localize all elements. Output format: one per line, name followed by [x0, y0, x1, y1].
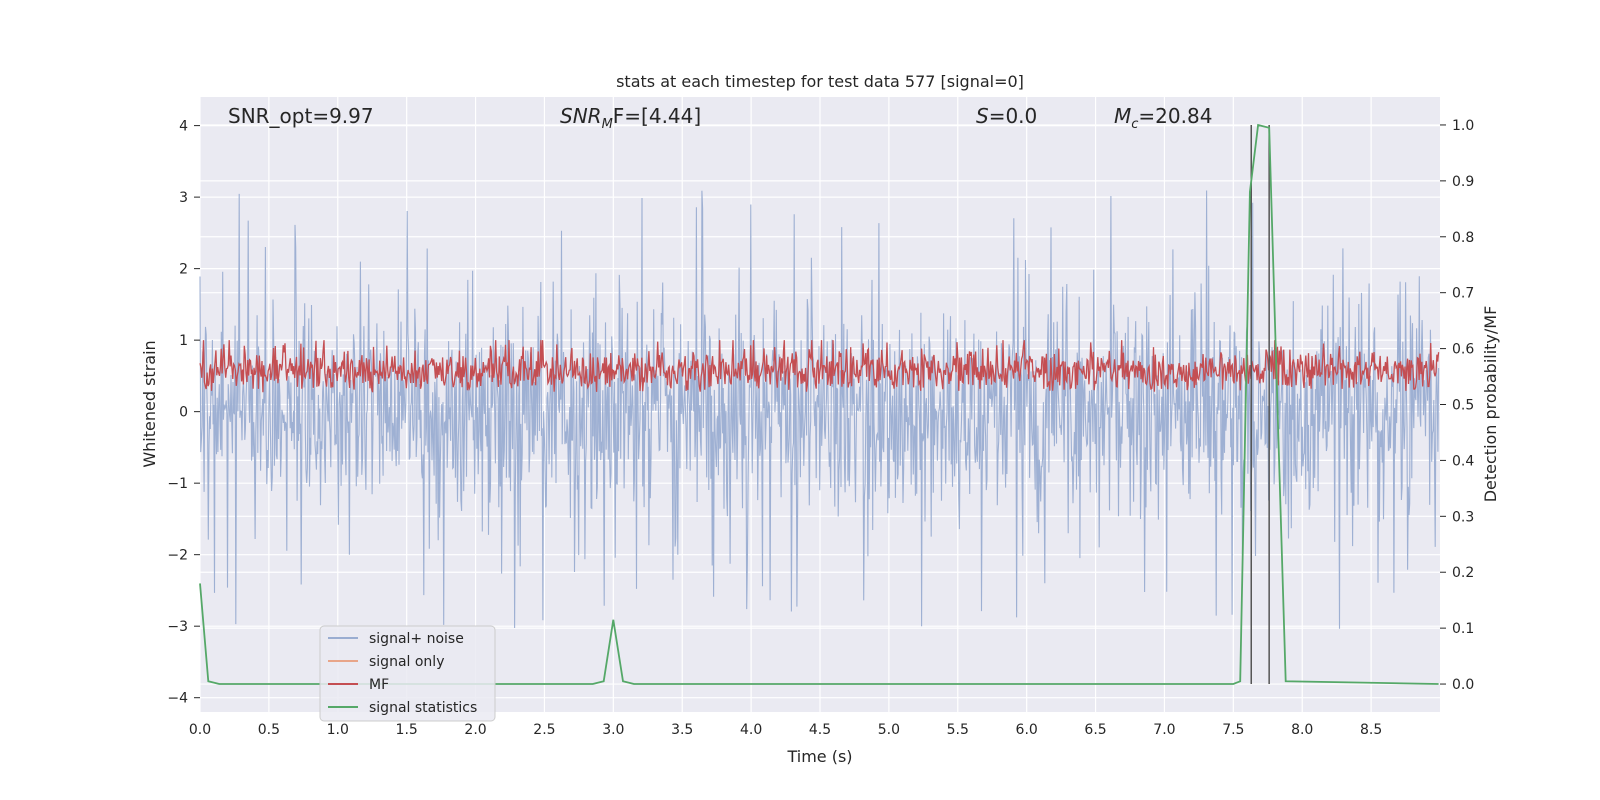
- y-right-tick-label: 1.0: [1452, 118, 1474, 134]
- x-tick-label: 2.5: [533, 722, 555, 738]
- y-tick-label: −4: [167, 691, 188, 707]
- annotation-snr-mf-rest: F=[4.44]: [613, 104, 701, 128]
- y-ticks-right: 0.0 0.1 0.2 0.3 0.4 0.5 0.6 0.7 0.8 0.9 1.0: [1440, 118, 1474, 693]
- legend: signal+ noise signal only MF signal stat…: [319, 625, 496, 722]
- y-right-tick-label: 0.9: [1452, 174, 1474, 190]
- x-ticks: 0.0 0.5 1.0 1.5 2.0 2.5 3.0 3.5 4.0 4.5 5.0 5.5 6.0 6…: [189, 722, 1382, 738]
- annotation-s-rest: =0.0: [989, 104, 1038, 128]
- x-tick-label: 5.5: [947, 722, 969, 738]
- annotation-mc-sub: c: [1131, 117, 1138, 132]
- x-tick-label: 4.5: [809, 722, 831, 738]
- signal-noise-line: [199, 190, 1440, 629]
- y-right-tick-label: 0.6: [1452, 342, 1474, 358]
- x-tick-label: 5.0: [878, 722, 900, 738]
- mf-line: [199, 340, 1440, 393]
- y-ticks: −4 −3 −2 −1 0 1 2 3 4: [167, 119, 200, 707]
- y-tick-label: −2: [167, 548, 188, 564]
- y-right-tick-label: 0.4: [1452, 453, 1474, 469]
- legend-label-signal-only: signal only: [369, 654, 444, 670]
- vlines: [1250, 124, 1270, 685]
- y-tick-label: −1: [167, 476, 188, 492]
- x-tick-label: 6.5: [1084, 722, 1106, 738]
- y-tick-label: 2: [179, 262, 188, 278]
- annotation-s-main: S: [976, 104, 989, 128]
- y-right-tick-label: 0.8: [1452, 230, 1474, 246]
- y-right-tick-label: 0.5: [1452, 398, 1474, 414]
- y-right-tick-label: 0.2: [1452, 565, 1474, 581]
- y-tick-label: 1: [179, 333, 188, 349]
- series-signal-noise: [199, 190, 1440, 629]
- x-tick-label: 4.0: [740, 722, 762, 738]
- y-axis-label-right: Detection probability/MF: [1481, 306, 1500, 503]
- legend-box: [319, 625, 496, 722]
- x-tick-label: 0.5: [258, 722, 280, 738]
- y-tick-label: 4: [179, 119, 188, 135]
- annotation-snr-mf-sub: M: [602, 117, 613, 132]
- y-tick-label: 3: [179, 190, 188, 206]
- x-tick-label: 6.0: [1016, 722, 1038, 738]
- x-tick-label: 7.5: [1222, 722, 1244, 738]
- annotation-mc: Mc=20.84: [1114, 104, 1212, 132]
- y-tick-label: −3: [167, 619, 188, 635]
- x-tick-label: 8.5: [1360, 722, 1382, 738]
- y-right-tick-label: 0.7: [1452, 286, 1474, 302]
- y-axis-label: Whitened strain: [140, 340, 159, 467]
- series-mf: [199, 340, 1440, 393]
- y-right-tick-label: 0.3: [1452, 509, 1474, 525]
- y-right-tick-label: 0.0: [1452, 677, 1474, 693]
- legend-label-signal-statistics: signal statistics: [369, 700, 477, 716]
- x-tick-label: 1.5: [396, 722, 418, 738]
- x-tick-label: 1.0: [327, 722, 349, 738]
- x-tick-label: 7.0: [1153, 722, 1175, 738]
- x-tick-label: 3.0: [602, 722, 624, 738]
- y-right-tick-label: 0.1: [1452, 621, 1474, 637]
- annotation-mc-rest: =20.84: [1138, 104, 1212, 128]
- y-tick-label: 0: [179, 405, 188, 421]
- annotation-snr-mf: SNRMF=[4.44]: [560, 104, 701, 132]
- x-tick-label: 3.5: [671, 722, 693, 738]
- x-axis-label: Time (s): [786, 747, 852, 766]
- annotation-snr-opt: SNR_opt=9.97: [228, 104, 374, 128]
- chart-title: stats at each timestep for test data 577…: [616, 72, 1024, 91]
- legend-label-signal-noise: signal+ noise: [369, 631, 464, 647]
- annotation-s: S=0.0: [976, 104, 1037, 128]
- x-tick-label: 8.0: [1291, 722, 1313, 738]
- legend-label-mf: MF: [369, 677, 389, 693]
- annotation-mc-main: M: [1114, 104, 1131, 128]
- annotation-snr-mf-main: SNR: [560, 104, 602, 128]
- x-tick-label: 0.0: [189, 722, 211, 738]
- x-tick-label: 2.0: [464, 722, 486, 738]
